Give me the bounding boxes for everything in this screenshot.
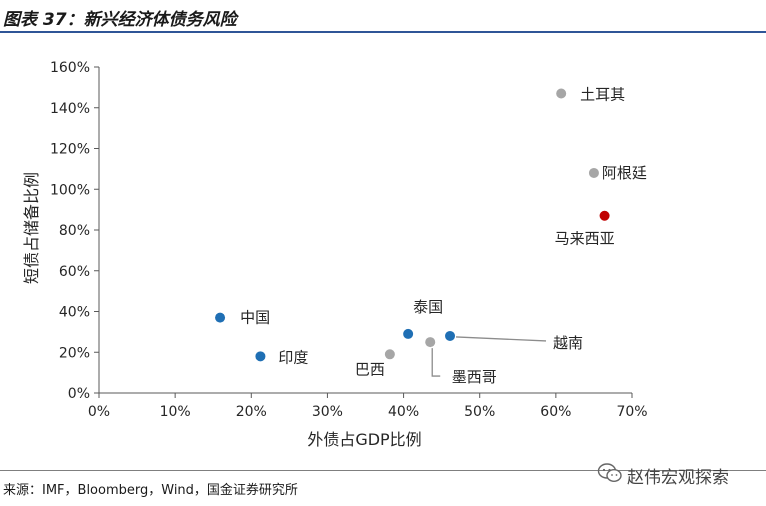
x-tick-label: 20% [236, 404, 267, 420]
data-point [599, 210, 610, 221]
data-point [403, 328, 414, 339]
y-tick-label: 60% [59, 264, 90, 280]
data-point [215, 312, 226, 323]
data-point [255, 351, 266, 362]
x-tick-label: 70% [616, 404, 647, 420]
data-label: 墨西哥 [452, 368, 497, 386]
y-axis-title: 短债占储备比例 [22, 172, 41, 284]
data-label: 越南 [553, 334, 583, 352]
chart-title: 图表 37：新兴经济体债务风险 [3, 10, 237, 30]
x-tick-label: 30% [312, 404, 343, 420]
footer-divider [0, 470, 766, 471]
y-tick-label: 120% [50, 142, 90, 158]
x-tick-label: 10% [160, 404, 191, 420]
y-tick-label: 40% [59, 305, 90, 321]
data-point [556, 88, 567, 99]
data-label: 巴西 [355, 360, 385, 378]
y-tick-label: 100% [50, 182, 90, 198]
watermark-text: 赵伟宏观探索 [627, 468, 729, 488]
y-tick-label: 160% [50, 60, 90, 76]
scatter-chart: 0% 20% 40% 60% 80% 100% 120% 140% 160% 0% 10% 20% 30… [22, 60, 648, 449]
leader-line [455, 336, 547, 342]
data-point [588, 167, 599, 178]
x-tick-label: 40% [388, 404, 419, 420]
x-tick-label: 50% [464, 404, 495, 420]
data-label: 马来西亚 [555, 230, 615, 248]
data-label: 印度 [278, 348, 308, 366]
leader-line [431, 348, 441, 377]
data-point [425, 337, 436, 348]
x-tick-label: 60% [540, 404, 571, 420]
y-tick-label: 80% [59, 223, 90, 239]
y-tick-label: 20% [59, 345, 90, 361]
y-tick-label: 140% [50, 101, 90, 117]
data-label: 土耳其 [580, 85, 625, 103]
x-axis-title: 外债占GDP比例 [307, 430, 421, 449]
data-label: 泰国 [413, 298, 443, 316]
data-label: 中国 [240, 309, 270, 327]
source-note: 来源：IMF，Bloomberg，Wind，国金证券研究所 [3, 483, 298, 498]
data-label: 阿根廷 [602, 164, 647, 182]
data-point [384, 349, 395, 360]
title-divider [0, 31, 766, 33]
y-tick-label: 0% [68, 386, 90, 402]
x-tick-label: 0% [88, 404, 110, 420]
wechat-icon [597, 463, 622, 483]
title-bar: 图表 37：新兴经济体债务风险 [0, 0, 766, 34]
data-point [445, 330, 456, 341]
